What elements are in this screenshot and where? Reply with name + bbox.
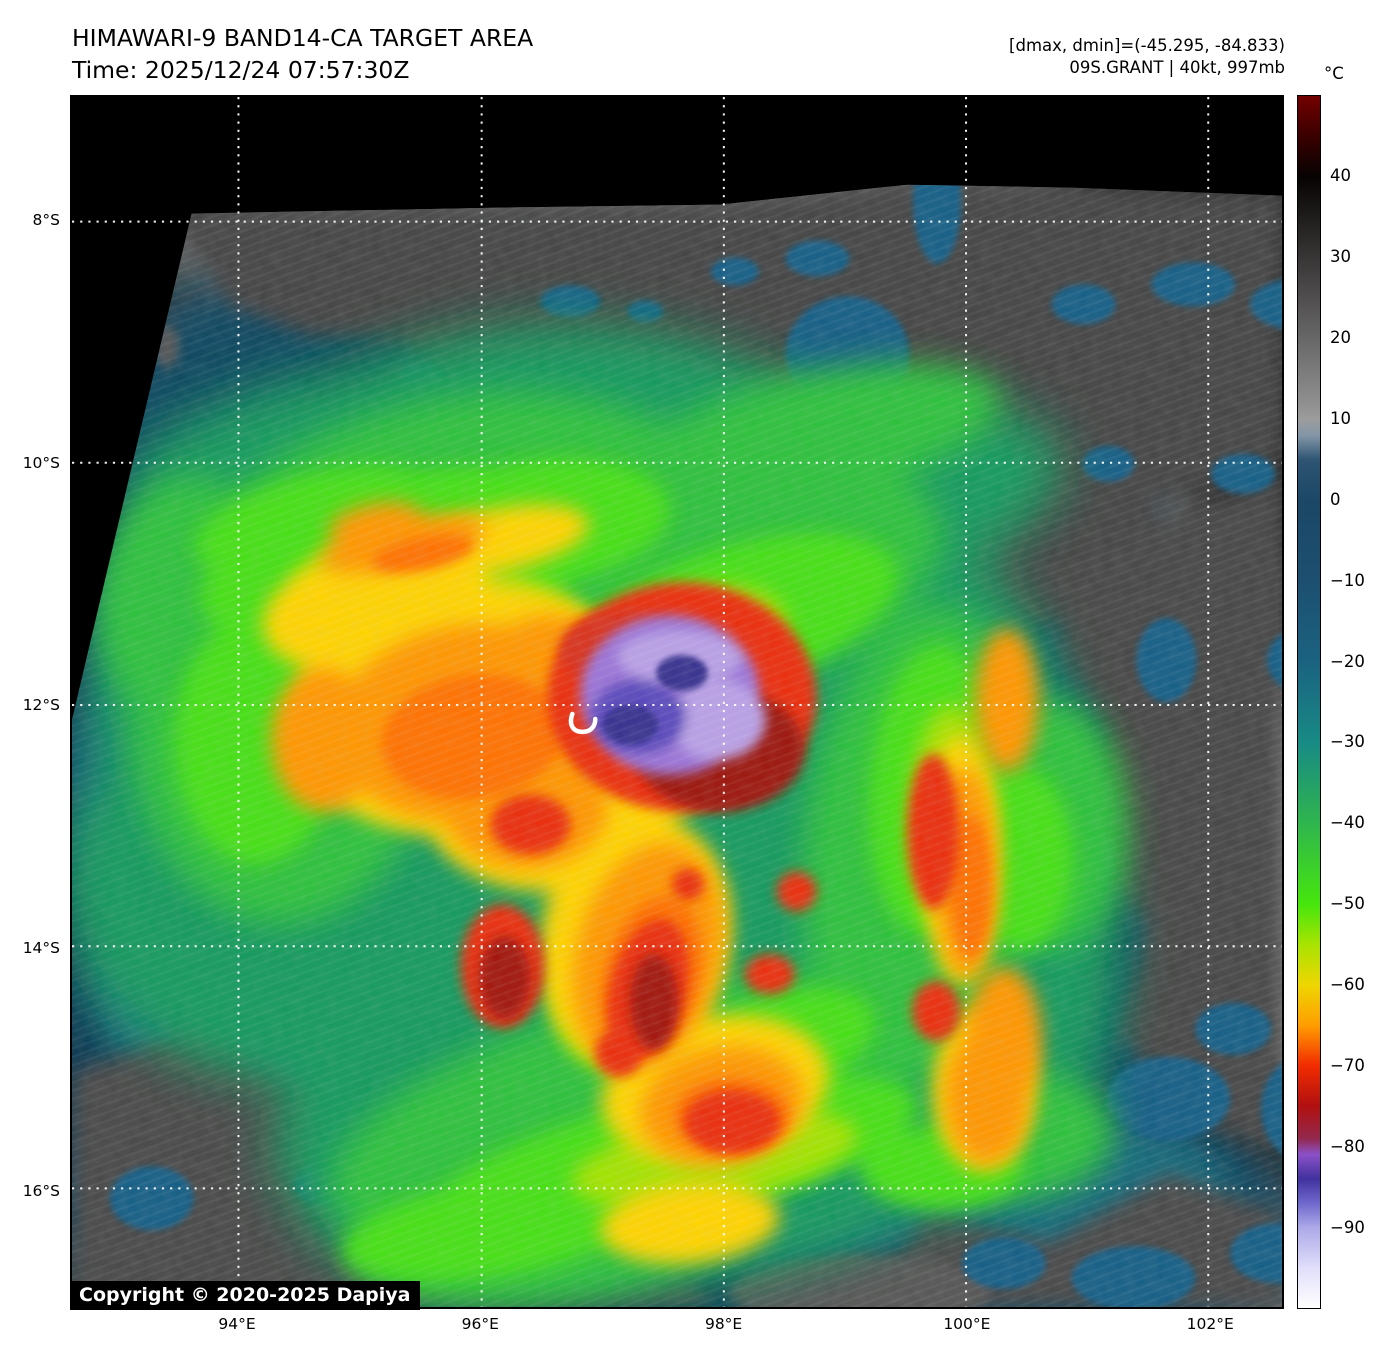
latitude-tick-label: 12°S [22,696,60,715]
satellite-map [70,95,1284,1309]
longitude-tick-label: 94°E [218,1315,256,1333]
latitude-tick-label: 10°S [22,453,60,472]
colorbar-tick-label: 30 [1330,246,1351,266]
colorbar-tick-label: −20 [1330,651,1365,671]
satellite-scene [72,97,1282,1307]
latitude-tick-label: 14°S [22,939,60,958]
dmax-dmin-readout: [dmax, dmin]=(-45.295, -84.833) [1009,36,1285,55]
storm-center-marker [568,711,598,735]
longitude-tick-label: 102°E [1186,1315,1234,1333]
longitude-tick-label: 100°E [943,1315,991,1333]
colorbar-tick-label: −40 [1330,813,1365,833]
colorbar-tick-label: 0 [1330,489,1341,509]
gridlines [72,97,1282,1307]
colorbar-tick-label: −80 [1330,1137,1365,1157]
latitude-tick-label: 16°S [22,1181,60,1200]
copyright-badge: Copyright © 2020-2025 Dapiya [70,1281,421,1310]
colorbar-tick-label: −50 [1330,894,1365,914]
longitude-tick-label: 98°E [704,1315,743,1333]
colorbar-gradient [1297,95,1321,1309]
colorbar-tick-label: −70 [1330,1056,1365,1076]
colorbar-tick-label: 20 [1330,327,1351,347]
colorbar-tick-label: −60 [1330,975,1365,995]
colorbar-tick-label: −90 [1330,1218,1365,1238]
colorbar-tick-label: −10 [1330,570,1365,590]
grain-texture [72,184,1282,1307]
timestamp: Time: 2025/12/24 07:57:30Z [72,56,410,84]
storm-id-readout: 09S.GRANT | 40kt, 997mb [1069,58,1285,77]
latitude-tick-label: 8°S [32,211,60,229]
storm-info-block: [dmax, dmin]=(-45.295, -84.833) 09S.GRAN… [1009,35,1285,79]
colorbar-unit-label: °C [1324,64,1344,83]
colorbar-tick-label: 40 [1330,165,1351,185]
colorbar-tick-label: 10 [1330,408,1351,428]
page-title: HIMAWARI-9 BAND14-CA TARGET AREA [72,24,534,52]
colorbar-tick-label: −30 [1330,732,1365,752]
longitude-tick-label: 96°E [461,1315,499,1333]
